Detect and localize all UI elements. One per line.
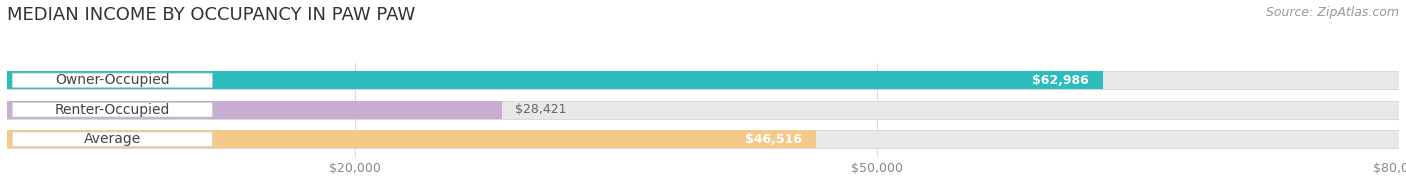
Text: $46,516: $46,516 [745, 133, 803, 146]
Text: Source: ZipAtlas.com: Source: ZipAtlas.com [1265, 6, 1399, 19]
Text: MEDIAN INCOME BY OCCUPANCY IN PAW PAW: MEDIAN INCOME BY OCCUPANCY IN PAW PAW [7, 6, 415, 24]
Bar [7, 71, 1102, 89]
Text: $62,986: $62,986 [1032, 74, 1090, 87]
Text: $28,421: $28,421 [516, 103, 567, 116]
Bar [7, 101, 502, 119]
Text: Average: Average [84, 132, 141, 146]
FancyBboxPatch shape [13, 103, 212, 117]
Bar [7, 130, 817, 148]
Bar [7, 101, 1399, 119]
FancyBboxPatch shape [13, 73, 212, 88]
FancyBboxPatch shape [13, 132, 212, 146]
Text: Renter-Occupied: Renter-Occupied [55, 103, 170, 117]
Bar [7, 130, 1399, 148]
Bar [7, 71, 1399, 89]
Text: Owner-Occupied: Owner-Occupied [55, 73, 170, 87]
